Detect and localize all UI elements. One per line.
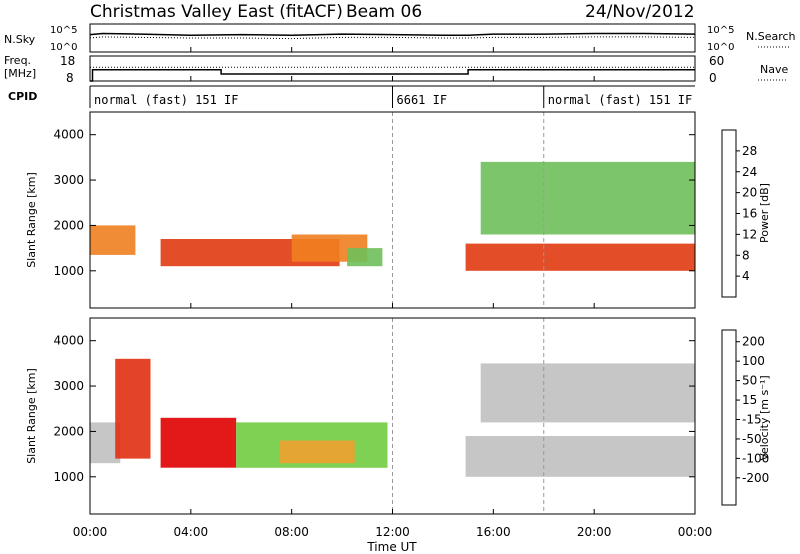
noise-tick-top-left: 10^5 <box>50 25 77 36</box>
freq-tick-top: 18 <box>60 54 75 68</box>
power-colorbar-tick-label: 28 <box>742 144 757 158</box>
velocity-echo-region <box>465 436 695 477</box>
velocity-colorbar-tick-label: -100 <box>742 451 769 465</box>
y-tick-label: 1000 <box>53 470 84 484</box>
noise-tick-bottom-right: 10^0 <box>707 42 734 53</box>
y-tick-label: 2000 <box>53 424 84 438</box>
velocity-colorbar: 200 100 50 15 -15 -50 -100 -200 Velocity [m s⁻¹… <box>721 329 771 506</box>
freq-tick-bottom: 8 <box>66 71 74 85</box>
freq-line <box>90 69 695 82</box>
cpid-label: CPID <box>8 90 37 103</box>
nave-tick-top: 60 <box>709 54 724 68</box>
nave-tick-bottom: 0 <box>709 71 717 85</box>
x-tick-label: 00:00 <box>678 525 713 539</box>
velocity-colorbar-tick-label: -50 <box>742 432 762 446</box>
velocity-colorbar-frame <box>721 329 737 506</box>
power-colorbar-tick-label: 16 <box>742 207 757 221</box>
velocity-colorbar-tick-label: 50 <box>742 374 757 388</box>
power-panel: 1000 2000 3000 4000 Slant Range [km] <box>25 111 696 309</box>
noise-tick-bottom-left: 10^0 <box>50 42 77 53</box>
velocity-echo-region <box>279 440 355 464</box>
velocity-colorbar-tick-label: 100 <box>742 354 765 368</box>
velocity-echo-region <box>115 358 151 459</box>
velocity-colorbar-tick-label: 15 <box>742 393 757 407</box>
velocity-colorbar-tick-label: -15 <box>742 413 762 427</box>
power-echo-region <box>465 243 695 271</box>
x-tick-label: 16:00 <box>476 525 511 539</box>
n-sky-line <box>89 32 696 36</box>
power-echo-region <box>480 161 695 235</box>
noise-panel: N.Sky 10^5 10^0 10^5 10^0 N.Search <box>4 23 796 53</box>
freq-panel: Freq. [MHz] 18 8 60 0 Nave <box>4 54 788 85</box>
y-tick-label: 4000 <box>53 128 84 142</box>
cpid-panel: CPID normal (fast) 151 IF 6661 IF normal (… <box>8 85 695 108</box>
power-colorbar-label: Power [dB] <box>758 183 771 243</box>
velocity-y-axis-label: Slant Range [km] <box>25 368 38 464</box>
velocity-colorbar-tick-label: -200 <box>742 471 769 485</box>
noise-right-label: N.Search <box>746 30 796 43</box>
x-axis-label: Time UT <box>366 540 417 554</box>
y-tick-label: 4000 <box>53 334 84 348</box>
velocity-colorbar-tick-label: 200 <box>742 335 765 349</box>
x-axis: 00:00 04:00 08:00 12:00 16:00 20:00 00:00 <box>73 47 713 539</box>
noise-left-label: N.Sky <box>4 33 36 46</box>
power-colorbar-tick-label: 12 <box>742 227 757 241</box>
y-tick-label: 2000 <box>53 218 84 232</box>
cpid-segment-label: normal (fast) 151 IF <box>548 93 693 107</box>
freq-label-line2: [MHz] <box>4 67 36 80</box>
power-colorbar-tick-label: 24 <box>742 165 757 179</box>
y-tick-label: 3000 <box>53 173 84 187</box>
power-y-axis-label: Slant Range [km] <box>25 172 38 268</box>
noise-tick-top-right: 10^5 <box>707 25 734 36</box>
power-colorbar-tick-label: 4 <box>742 269 750 283</box>
y-tick-label: 3000 <box>53 379 84 393</box>
x-tick-label: 00:00 <box>73 525 108 539</box>
nave-label: Nave <box>760 63 788 76</box>
power-colorbar-tick-label: 20 <box>742 186 757 200</box>
power-echo-region <box>90 225 136 255</box>
n-search-line <box>89 36 696 40</box>
velocity-colorbar-label: Velocity [m s⁻¹] <box>758 375 771 460</box>
beam-label: Beam 06 <box>346 2 422 22</box>
power-colorbar-frame <box>721 129 737 298</box>
x-tick-label: 04:00 <box>174 525 209 539</box>
power-echo-region <box>347 248 383 267</box>
cpid-segment-label: normal (fast) 151 IF <box>94 93 239 107</box>
velocity-panel: 1000 2000 3000 4000 Slant Range [km] <box>25 317 696 515</box>
velocity-echo-region <box>160 417 237 468</box>
y-tick-label: 1000 <box>53 264 84 278</box>
power-colorbar-tick-label: 8 <box>742 248 750 262</box>
cpid-segment-label: 6661 IF <box>397 93 448 107</box>
x-tick-label: 12:00 <box>375 525 410 539</box>
velocity-echo-region <box>480 363 695 423</box>
date-label: 24/Nov/2012 <box>585 2 695 22</box>
x-tick-label: 20:00 <box>577 525 612 539</box>
power-colorbar: 4 8 12 16 20 24 28 Power [dB] <box>721 129 771 298</box>
freq-label-line1: Freq. <box>4 54 31 67</box>
plot-title: Christmas Valley East (fitACF) <box>90 2 343 22</box>
x-tick-label: 08:00 <box>274 525 309 539</box>
